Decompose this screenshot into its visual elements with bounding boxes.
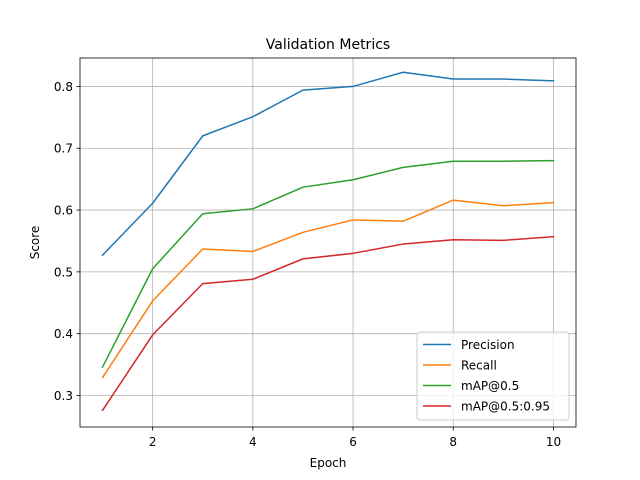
series-layer bbox=[101, 71, 555, 412]
series-line-map-0-5-0-95 bbox=[101, 235, 555, 412]
y-axis-label: Score bbox=[28, 226, 42, 260]
y-tick-label: 0.3 bbox=[54, 389, 73, 403]
legend-label: Recall bbox=[461, 359, 497, 373]
y-tick-label: 0.5 bbox=[54, 265, 73, 279]
x-tick-label: 4 bbox=[249, 435, 257, 449]
x-tick-label: 10 bbox=[546, 435, 561, 449]
x-tick-label: 6 bbox=[349, 435, 357, 449]
x-tick-label: 2 bbox=[149, 435, 157, 449]
y-tick-label: 0.7 bbox=[54, 142, 73, 156]
y-tick-label: 0.8 bbox=[54, 80, 73, 94]
x-axis-label: Epoch bbox=[310, 456, 347, 470]
chart-title: Validation Metrics bbox=[266, 37, 390, 53]
legend: Precision Recall mAP@0.5 mAP@0.5:0.95 bbox=[416, 331, 570, 421]
y-tick-label: 0.6 bbox=[54, 204, 73, 218]
series-line-recall bbox=[101, 199, 555, 379]
series-line-precision bbox=[101, 71, 555, 257]
grid-lines bbox=[80, 58, 576, 427]
y-tick-label: 0.4 bbox=[54, 327, 73, 341]
legend-box bbox=[416, 331, 570, 421]
legend-label: Precision bbox=[461, 338, 515, 352]
axis-ticks: 2 4 6 8 10 0.3 0.4 0.5 0.6 0.7 0.8 bbox=[54, 80, 561, 449]
plot-frame bbox=[79, 57, 577, 428]
legend-label: mAP@0.5:0.95 bbox=[461, 400, 550, 414]
x-tick-label: 8 bbox=[449, 435, 457, 449]
series-line-map-0-5 bbox=[101, 159, 555, 369]
legend-label: mAP@0.5 bbox=[461, 379, 519, 393]
